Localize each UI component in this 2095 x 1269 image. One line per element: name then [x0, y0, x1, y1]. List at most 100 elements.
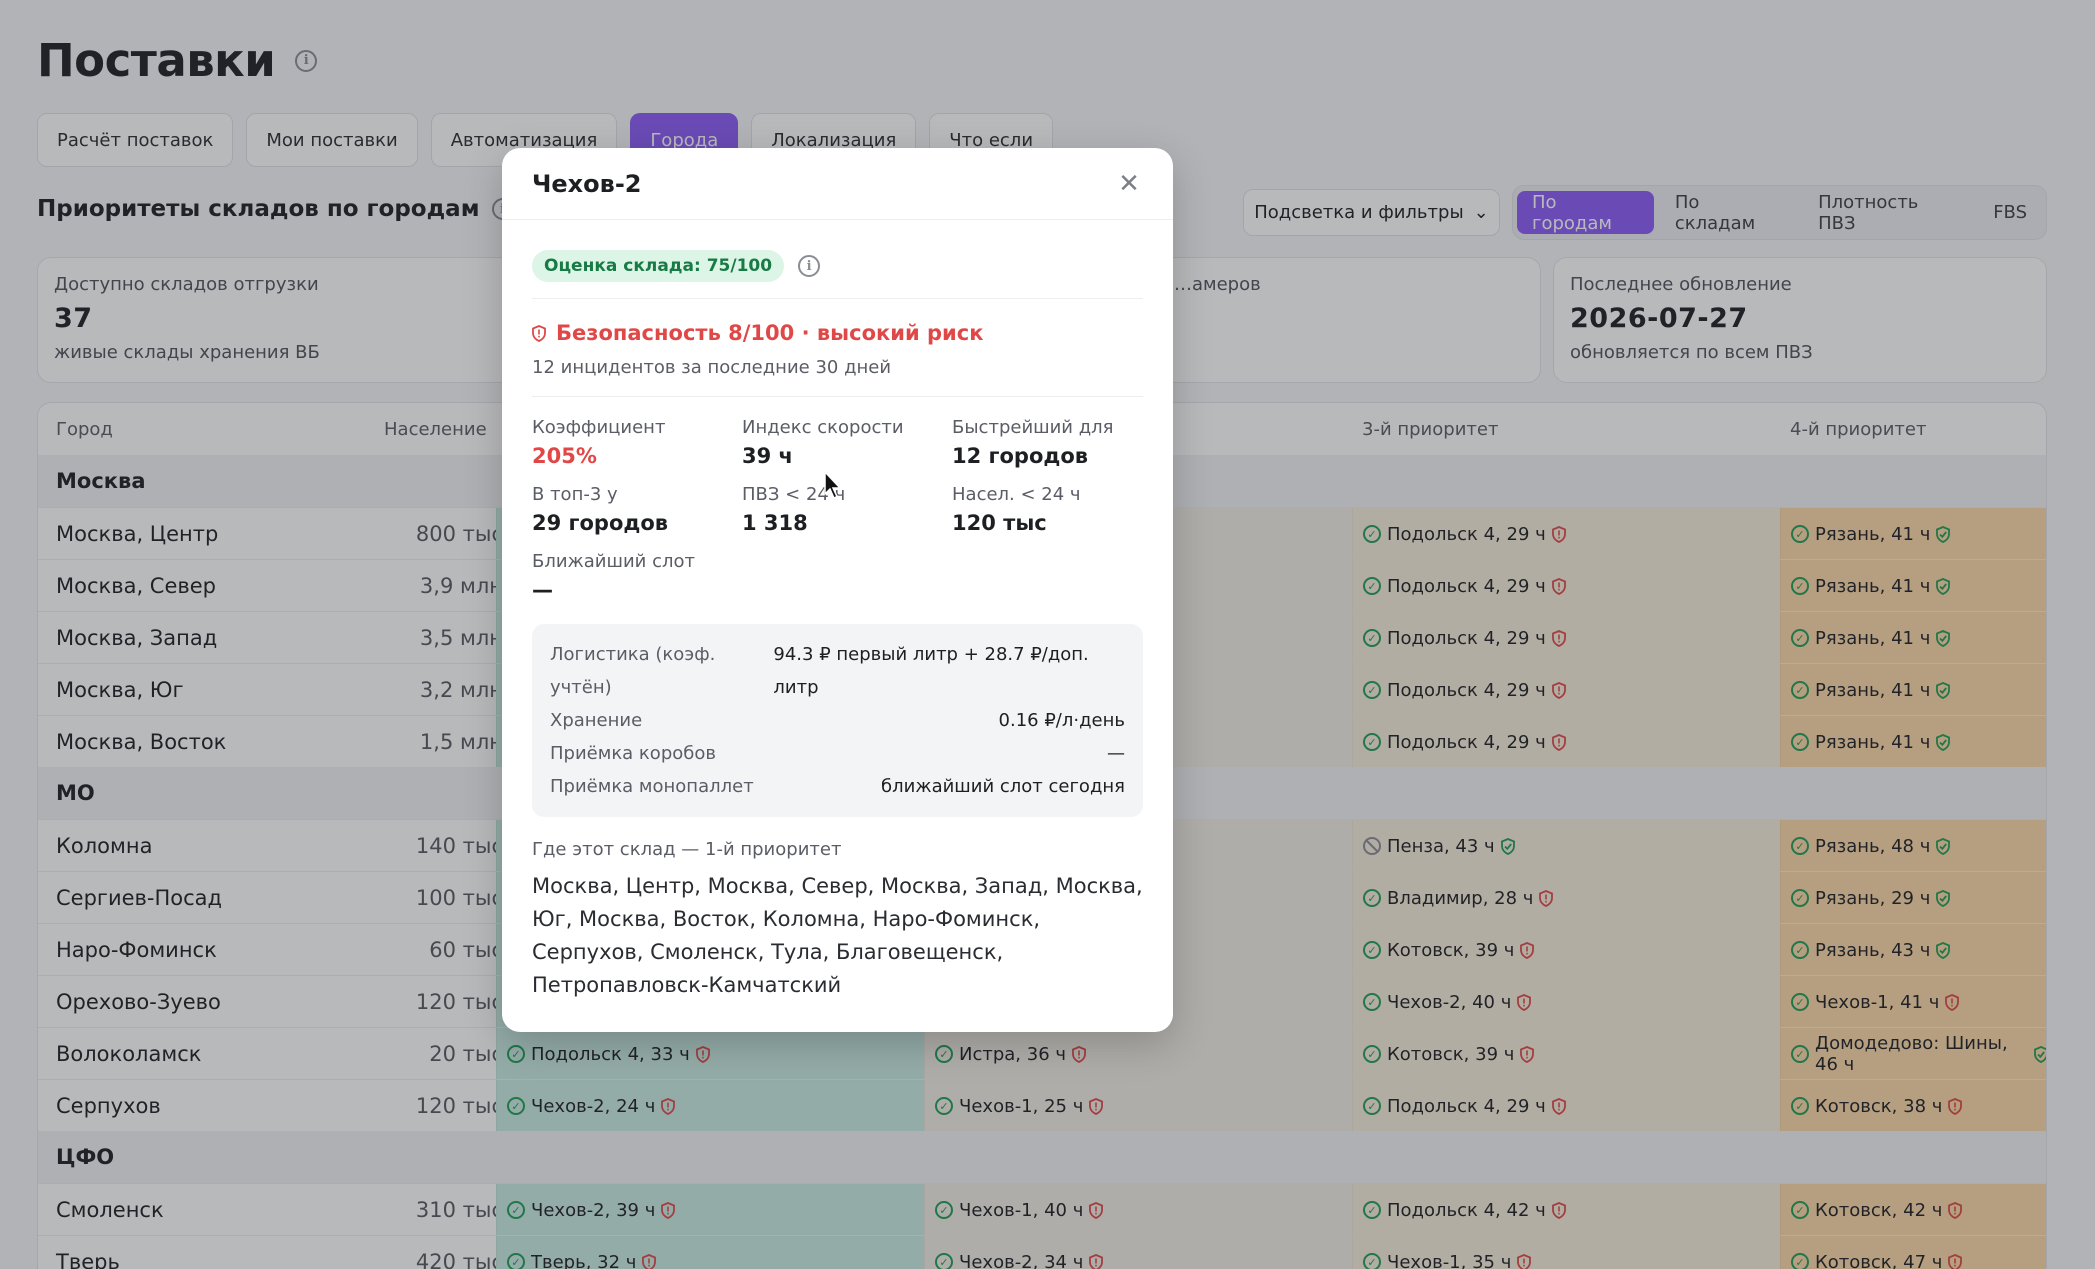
priority-cell[interactable]: ✓ Рязань, 48 ч	[1780, 820, 2046, 872]
warehouse-eta: Чехов-1, 41 ч	[1815, 991, 1940, 1013]
warehouse-eta: Рязань, 48 ч	[1815, 835, 1931, 857]
shield-icon	[1500, 837, 1515, 855]
priority-cell[interactable]: ✓ Рязань, 29 ч	[1780, 872, 2046, 924]
priority-cell[interactable]: ✓ Чехов-2, 40 ч	[1352, 976, 1780, 1028]
priority-cell[interactable]: ✓ Рязань, 41 ч	[1780, 612, 2046, 664]
table-row[interactable]: Смоленск 310 тыс ✓ Чехов-2, 39 ч ✓ Чехов-1, 4…	[38, 1183, 2046, 1236]
shield-icon	[1551, 681, 1566, 699]
priority-cell[interactable]: ✓ Котовск, 47 ч	[1780, 1236, 2046, 1269]
priority-cell[interactable]: ✓ Подольск 4, 29 ч	[1352, 1080, 1780, 1132]
page-title: Поставки	[37, 34, 276, 87]
priority-cell[interactable]: ✓ Чехов-1, 25 ч	[924, 1080, 1352, 1132]
priority-cell[interactable]: ✓ Рязань, 41 ч	[1780, 716, 2046, 768]
shield-icon	[1936, 889, 1951, 907]
check-circle-icon: ✓	[1791, 1201, 1809, 1219]
priority-cell[interactable]: ✓ Подольск 4, 29 ч	[1352, 716, 1780, 768]
metric-value: 29 городов	[532, 511, 669, 535]
group-header: ЦФО	[38, 1131, 2046, 1183]
shield-icon	[642, 1253, 657, 1269]
check-circle-icon: ✓	[507, 1045, 525, 1063]
priority-cell[interactable]: ✓ Подольск 4, 42 ч	[1352, 1184, 1780, 1236]
priority-cell[interactable]: ✓ Котовск, 42 ч	[1780, 1184, 2046, 1236]
shield-icon	[661, 1201, 676, 1219]
view-fbs[interactable]: FBS	[1993, 202, 2027, 223]
priority-cell[interactable]: ✓ Тверь, 32 ч	[496, 1236, 924, 1269]
risk-sub: 12 инцидентов за последние 30 дней	[532, 357, 1143, 397]
priority-cell[interactable]: ✓ Подольск 4, 29 ч	[1352, 508, 1780, 560]
priority-cell[interactable]: ✓ Чехов-1, 40 ч	[924, 1184, 1352, 1236]
population: 310 тыс	[415, 1198, 503, 1222]
warehouse-eta: Котовск, 42 ч	[1815, 1199, 1943, 1221]
table-row[interactable]: Серпухов 120 тыс ✓ Чехов-2, 24 ч ✓ Чехов-1, 2…	[38, 1079, 2046, 1132]
priority-cell[interactable]: ✓ Подольск 4, 29 ч	[1352, 664, 1780, 716]
check-circle-icon: ✓	[507, 1097, 525, 1115]
population: 140 тыс	[415, 834, 503, 858]
filter-dropdown[interactable]: Подсветка и фильтры ⌄	[1243, 189, 1500, 236]
cost-value: —	[1107, 743, 1125, 764]
priority-cell[interactable]: ✓ Домодедово: Шины, 46 ч	[1780, 1028, 2046, 1080]
priority-cell[interactable]: ✓ Подольск 4, 29 ч	[1352, 560, 1780, 612]
table-row[interactable]: Тверь 420 тыс ✓ Тверь, 32 ч ✓ Чехов-2, 34 ч ✓ Ч…	[38, 1235, 2046, 1269]
metric: Коэффициент 205%	[532, 417, 742, 468]
check-circle-icon: ✓	[1791, 1045, 1809, 1063]
priority-cell[interactable]: ✓ Котовск, 38 ч	[1780, 1080, 2046, 1132]
filter-label: Подсветка и фильтры	[1254, 202, 1464, 223]
cost-row: Приёмка коробов —	[550, 737, 1125, 770]
priority-cell[interactable]: Пенза, 43 ч	[1352, 820, 1780, 872]
section-header: Приоритеты складов по городам i	[37, 196, 514, 222]
priority-cell[interactable]: ✓ Чехов-1, 35 ч	[1352, 1236, 1780, 1269]
check-circle-icon: ✓	[935, 1097, 953, 1115]
priority-cell[interactable]: ✓ Котовск, 39 ч	[1352, 924, 1780, 976]
priority-cell[interactable]: ✓ Подольск 4, 33 ч	[496, 1028, 924, 1080]
warehouse-eta: Чехов-2, 34 ч	[959, 1251, 1084, 1269]
shield-icon	[1520, 941, 1535, 959]
priority-cell[interactable]: ✓ Чехов-1, 41 ч	[1780, 976, 2046, 1028]
cost-box: Логистика (коэф. учтён) 94.3 ₽ первый лит…	[532, 624, 1143, 817]
shield-icon	[661, 1097, 676, 1115]
city-name: Москва, Центр	[56, 522, 219, 546]
close-icon[interactable]: ✕	[1118, 168, 1140, 199]
tab-my-supplies[interactable]: Мои поставки	[246, 113, 418, 167]
priority-cell[interactable]: ✓ Рязань, 41 ч	[1780, 664, 2046, 716]
view-by-warehouses[interactable]: По складам	[1674, 191, 1756, 234]
priority-cell[interactable]: ✓ Рязань, 41 ч	[1780, 560, 2046, 612]
population: 120 тыс	[415, 1094, 503, 1118]
priority-cell[interactable]: ✓ Владимир, 28 ч	[1352, 872, 1780, 924]
priority-cell[interactable]: ✓ Чехов-2, 39 ч	[496, 1184, 924, 1236]
city-name: Москва, Юг	[56, 678, 184, 702]
cost-value: 94.3 ₽ первый литр + 28.7 ₽/доп. литр	[773, 644, 1089, 698]
check-circle-icon: ✓	[507, 1253, 525, 1269]
population: 800 тыс	[415, 522, 503, 546]
priority-cell[interactable]: ✓ Рязань, 41 ч	[1780, 508, 2046, 560]
warehouse-eta: Домодедово: Шины, 46 ч	[1815, 1033, 2008, 1075]
priority-cell[interactable]: ✓ Чехов-2, 24 ч	[496, 1080, 924, 1132]
metric-label: Насел. < 24 ч	[952, 484, 1081, 505]
metric: Быстрейший для 12 городов	[952, 417, 1152, 468]
chevron-down-icon: ⌄	[1473, 202, 1489, 223]
population: 1,5 млн	[419, 730, 503, 754]
priority-cell[interactable]: ✓ Истра, 36 ч	[924, 1028, 1352, 1080]
priority-cell[interactable]: ✓ Чехов-2, 34 ч	[924, 1236, 1352, 1269]
warehouse-eta: Чехов-2, 40 ч	[1387, 991, 1512, 1013]
priority-cell[interactable]: ✓ Котовск, 39 ч	[1352, 1028, 1780, 1080]
header-priority-4: 4-й приоритет	[1790, 419, 1927, 440]
check-circle-icon: ✓	[1363, 1045, 1381, 1063]
priority-cell[interactable]: ✓ Подольск 4, 29 ч	[1352, 612, 1780, 664]
metric-value: 1 318	[742, 511, 808, 535]
view-pvz-density[interactable]: Плотность ПВЗ	[1818, 191, 1919, 234]
stat-label: Последнее обновление	[1570, 274, 1792, 295]
info-icon[interactable]: i	[295, 49, 318, 72]
shield-alert-icon	[532, 324, 546, 342]
priority-cell[interactable]: ✓ Рязань, 43 ч	[1780, 924, 2046, 976]
modal-title: Чехов-2	[532, 169, 642, 198]
warehouse-eta: Подольск 4, 42 ч	[1387, 1199, 1546, 1221]
info-icon[interactable]: i	[798, 255, 821, 277]
view-by-cities[interactable]: По городам	[1517, 191, 1654, 234]
cost-row: Хранение 0.16 ₽/л·день	[550, 704, 1125, 737]
shield-icon	[1945, 993, 1960, 1011]
cost-row: Логистика (коэф. учтён) 94.3 ₽ первый лит…	[550, 638, 1125, 704]
tab-calc[interactable]: Расчёт поставок	[37, 113, 234, 167]
section-title: Приоритеты складов по городам	[37, 196, 480, 222]
population: 3,5 млн	[419, 626, 503, 650]
shield-icon	[1948, 1253, 1963, 1269]
